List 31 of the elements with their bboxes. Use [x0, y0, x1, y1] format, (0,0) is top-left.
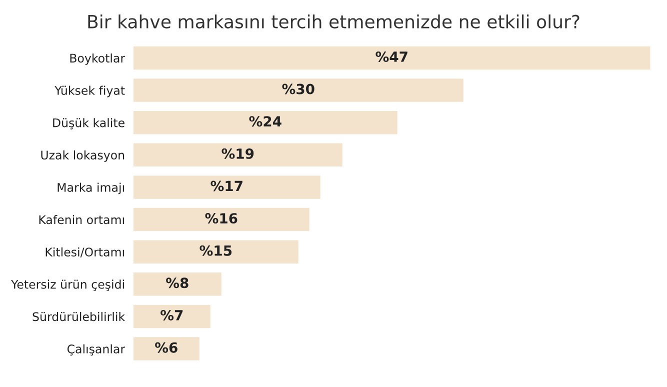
- data-label: %6: [155, 342, 178, 353]
- data-label: %30: [282, 84, 314, 94]
- y-tick-label: Çalışanlar: [67, 344, 126, 356]
- chart-title: Bir kahve markasını tercih etmemenizde ne etkili olur?: [88, 14, 580, 28]
- data-label: %16: [205, 213, 238, 224]
- data-label: %8: [166, 278, 188, 288]
- y-tick-label: Kafenin ortamı: [39, 215, 124, 224]
- data-label: %17: [210, 180, 242, 192]
- y-tick-label: Uzak lokasyon: [41, 150, 124, 162]
- y-tick-label: Boykotlar: [70, 53, 126, 65]
- bar: [133, 304, 210, 328]
- y-tick-label: Düşük kalite: [53, 118, 124, 130]
- data-label: %47: [376, 51, 408, 62]
- bar: [133, 176, 320, 199]
- bar: [133, 110, 398, 134]
- data-label: %24: [249, 116, 282, 127]
- y-tick-label: Yetersiz ürün çeşidi: [11, 280, 124, 291]
- data-label: %7: [160, 310, 183, 320]
- y-tick-label: Sürdürülebilirlik: [32, 312, 126, 322]
- bar: [133, 208, 310, 232]
- data-label: %19: [222, 148, 254, 159]
- bar: [133, 337, 200, 360]
- y-tick-label: Yüksek fiyat: [54, 86, 125, 98]
- y-tick-label: Kitlesi/Ortamı: [46, 247, 124, 258]
- bar: [133, 272, 222, 296]
- bar: [133, 78, 464, 102]
- y-tick-label: Marka imajı: [58, 182, 124, 194]
- bar: [133, 46, 650, 70]
- bar: [133, 143, 342, 167]
- bar: [133, 240, 298, 264]
- data-label: %15: [200, 245, 232, 256]
